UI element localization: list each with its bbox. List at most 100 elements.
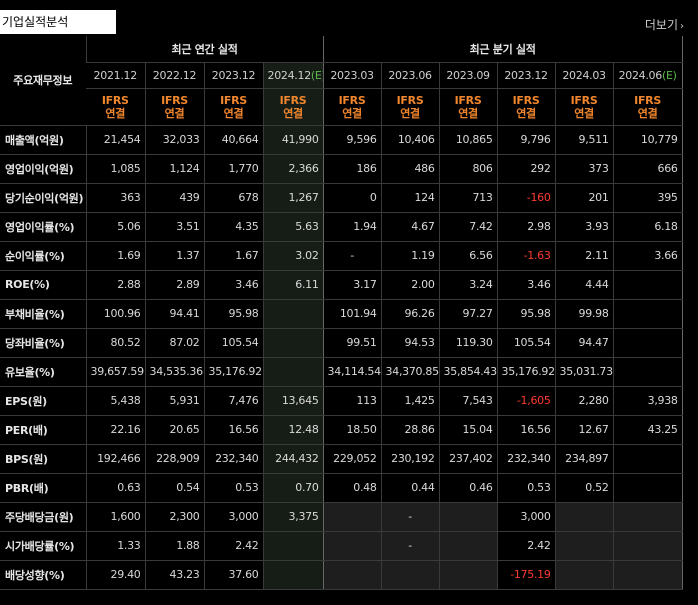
table-cell: 1.19 [380, 241, 440, 271]
table-cell: 2.11 [554, 241, 614, 271]
quarter-date-3: 2023.12 [496, 62, 556, 89]
table-cell: 6.18 [612, 212, 683, 242]
table-cell [262, 357, 324, 387]
date-label: 2023.09 [446, 68, 490, 82]
ifrs-label-0: IFRS 연결 [86, 88, 145, 126]
table-row: 당기순이익(억원) 363 439 678 1,267 0 124 713 -160 201 395 [0, 183, 683, 213]
tab-company-performance[interactable]: 기업실적분석 [0, 10, 116, 34]
table-cell: 35,176.92 [496, 357, 556, 387]
table-cell: 13,645 [262, 386, 324, 416]
table-cell: 3.02 [262, 241, 324, 271]
chevron-right-icon: › [680, 21, 684, 32]
table-cell: 2.42 [203, 531, 263, 561]
table-cell: 119.30 [438, 328, 498, 358]
table-cell: 94.41 [144, 299, 204, 329]
table-cell: 6.11 [262, 270, 324, 300]
table-cell: 2.89 [144, 270, 204, 300]
ifrs-line2: 연결 [516, 106, 536, 120]
ifrs-line2: 연결 [637, 106, 658, 120]
table-cell: 2.98 [496, 212, 556, 242]
quarter-date-2: 2023.09 [438, 62, 498, 89]
ifrs-line1: IFRS [454, 93, 482, 107]
table-cell: 37.60 [203, 560, 263, 590]
table-cell: 9,511 [554, 125, 614, 155]
table-cell: 35,031.73 [554, 357, 614, 387]
table-cell: 395 [612, 183, 683, 213]
table-cell [262, 299, 324, 329]
row-label: PER(배) [0, 415, 86, 445]
table-cell: 0.53 [496, 473, 556, 503]
table-cell: 5.06 [85, 212, 145, 242]
table-cell: 292 [496, 154, 556, 184]
table-cell: 7.42 [438, 212, 498, 242]
table-cell: 4.44 [554, 270, 614, 300]
table-cell: 16.56 [203, 415, 263, 445]
date-label: 2024.06 [618, 68, 663, 82]
table-cell: 1.94 [322, 212, 382, 242]
table-cell [322, 531, 382, 561]
table-cell: 21,454 [85, 125, 145, 155]
table-row: 배당성향(%) 29.40 43.23 37.60 -175.19 [0, 560, 683, 590]
table-cell: 12.67 [554, 415, 614, 445]
date-label: 2023.06 [388, 68, 432, 82]
table-cell: 0.48 [322, 473, 382, 503]
row-label: ROE(%) [0, 270, 86, 300]
ifrs-line1: IFRS [396, 93, 424, 107]
row-label: 당좌비율(%) [0, 328, 86, 358]
table-cell: 0.54 [144, 473, 204, 503]
table-cell [262, 560, 324, 590]
table-cell: 43.23 [144, 560, 204, 590]
table-cell: 186 [322, 154, 382, 184]
table-cell: 3.66 [612, 241, 683, 271]
table-cell: 3.46 [496, 270, 556, 300]
table-cell [438, 560, 498, 590]
table-cell: 2.88 [85, 270, 145, 300]
table-cell: 105.54 [203, 328, 263, 358]
ifrs-line2: 연결 [164, 106, 185, 120]
ifrs-label-2: IFRS 연결 [203, 88, 263, 126]
quarter-date-1: 2023.06 [380, 62, 440, 89]
table-cell: 39,657.59 [85, 357, 145, 387]
table-cell: 28.86 [380, 415, 440, 445]
table-cell: 1,770 [203, 154, 263, 184]
table-cell: 1,267 [262, 183, 324, 213]
row-label: 영업이익(억원) [0, 154, 86, 184]
table-cell: 0.63 [85, 473, 145, 503]
table-row: EPS(원) 5,438 5,931 7,476 13,645 113 1,425 7,543… [0, 386, 683, 416]
table-cell: 94.47 [554, 328, 614, 358]
table-cell: 10,406 [380, 125, 440, 155]
table-cell: 2,280 [554, 386, 614, 416]
quarter-date-4: 2024.03 [554, 62, 614, 89]
table-cell: 373 [554, 154, 614, 184]
ifrs-line2: 연결 [283, 106, 303, 120]
table-cell: 439 [144, 183, 204, 213]
table-cell [612, 328, 683, 358]
ifrs-line2: 연결 [400, 106, 420, 120]
table-cell [262, 328, 324, 358]
table-row: 매출액(억원) 21,454 32,033 40,664 41,990 9,596 10,4… [0, 125, 683, 155]
estimate-mark: (E) [310, 68, 323, 82]
table-cell: 7,476 [203, 386, 263, 416]
table-cell: 94.53 [380, 328, 440, 358]
ifrs-label-4: IFRS 연결 [322, 88, 382, 126]
table-cell: 1.88 [144, 531, 204, 561]
table-cell: 32,033 [144, 125, 204, 155]
table-cell: 244,432 [262, 444, 324, 474]
table-cell: 95.98 [203, 299, 263, 329]
annual-group-header: 최근 연간 실적 [85, 36, 324, 63]
table-row: 당좌비율(%) 80.52 87.02 105.54 99.51 94.53 119.30 1… [0, 328, 683, 358]
table-cell: 192,466 [85, 444, 145, 474]
table-cell: 87.02 [144, 328, 204, 358]
row-label-header: 주요재무정보 [0, 36, 86, 126]
table-cell: 99.51 [322, 328, 382, 358]
table-cell: 0.70 [262, 473, 324, 503]
row-label: PBR(배) [0, 473, 86, 503]
ifrs-line1: IFRS [570, 93, 598, 107]
more-label[interactable]: 더보기 [644, 18, 678, 32]
table-cell: 40,664 [203, 125, 263, 155]
table-cell: - [322, 241, 382, 271]
table-cell: 1,425 [380, 386, 440, 416]
table-cell [554, 502, 614, 532]
table-cell: 7,543 [438, 386, 498, 416]
more-link[interactable]: 더보기 › [645, 16, 684, 33]
